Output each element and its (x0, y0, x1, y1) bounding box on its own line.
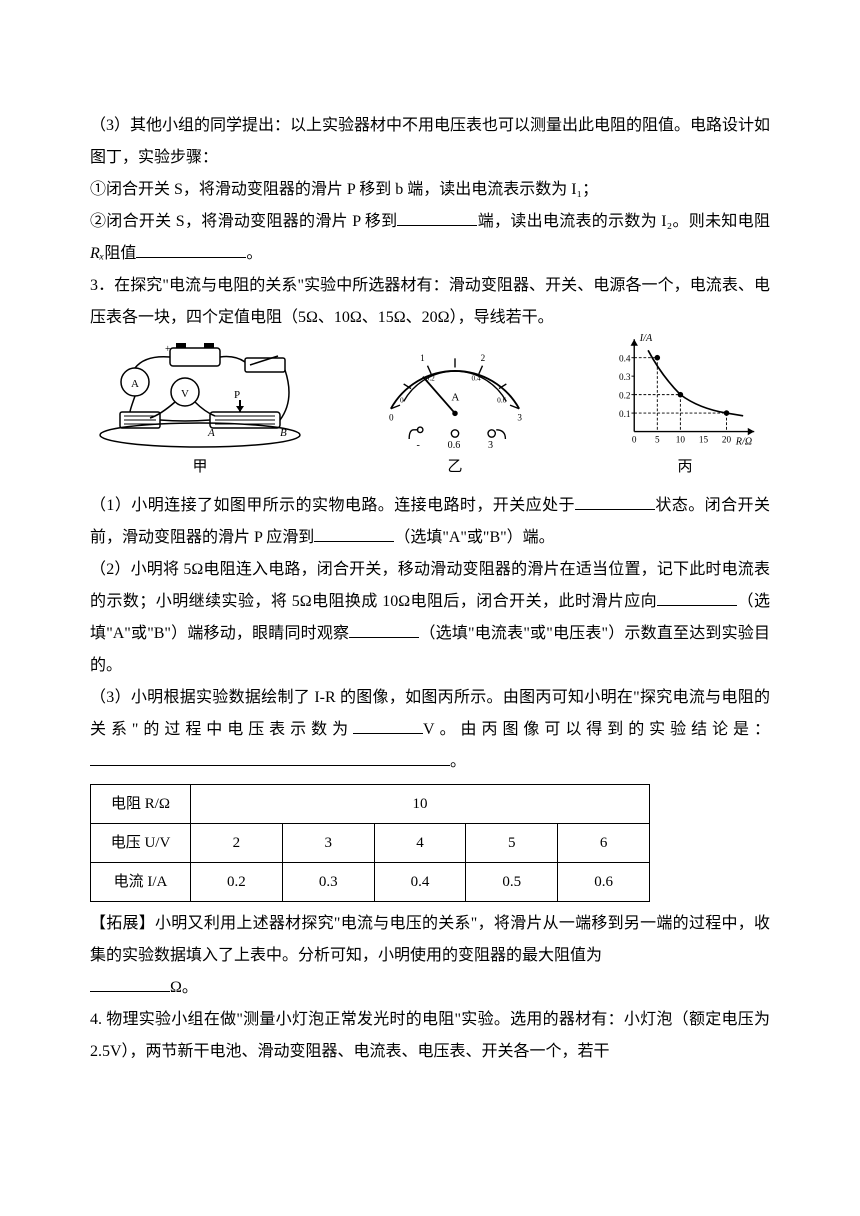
blank-q3-maxr[interactable] (90, 976, 170, 992)
cell-r-h: 电阻 R/Ω (91, 785, 191, 824)
data-table: 电阻 R/Ω 10 电压 U/V 2 3 4 5 6 电流 I/A 0.2 0.… (90, 784, 650, 902)
svg-text:I/A: I/A (639, 333, 653, 344)
blank-q3-slider[interactable] (314, 526, 394, 542)
blank-q2-rx[interactable] (136, 242, 246, 258)
figure-row: + A V P A B (90, 342, 770, 482)
blank-q3-watch[interactable] (349, 622, 419, 638)
svg-text:10: 10 (676, 435, 686, 445)
cell-i-3: 0.5 (466, 863, 558, 902)
q2-p3-intro: （3）其他小组的同学提出：以上实验器材中不用电压表也可以测量出此电阻的阻值。电路… (90, 110, 770, 174)
blank-q3-volt[interactable] (353, 718, 423, 734)
q4-intro: 4. 物理实验小组在做"测量小灯泡正常发光时的电阻"实验。选用的器材有：小灯泡（… (90, 1004, 770, 1068)
q2-step2c: 阻值 (104, 245, 136, 262)
svg-text:1: 1 (420, 353, 425, 363)
cell-u-h: 电压 U/V (91, 824, 191, 863)
svg-text:0.1: 0.1 (619, 409, 631, 419)
svg-text:0.6: 0.6 (448, 440, 461, 450)
fig-bing-label: 丙 (677, 452, 692, 482)
q3-ext-b: Ω。 (170, 979, 198, 996)
q2-step2b: 端，读出电流表的示数为 I₂。则未知电阻 (477, 213, 770, 230)
blank-q2-end[interactable] (397, 210, 477, 226)
blank-q3-conclusion[interactable] (90, 750, 450, 766)
q3-period2: 。 (450, 753, 466, 770)
q2-step2: ②闭合开关 S，将滑动变阻器的滑片 P 移到 端，读出电流表的示数为 I₂。则未知… (90, 206, 770, 270)
q3-p1a: （1）小明连接了如图甲所示的实物电路。连接电路时，开关应处于 (90, 497, 575, 514)
graph-icon: I/A R/Ω 0.1 0.2 0.3 0.4 0 5 10 15 20 (600, 330, 770, 450)
blank-q3-dir[interactable] (657, 590, 737, 606)
cell-u-0: 2 (191, 824, 283, 863)
svg-text:R/Ω: R/Ω (735, 436, 752, 447)
q3-ext-a: 【拓展】小明又利用上述器材探究"电流与电压的关系"，将滑片从一端移到另一端的过程… (90, 915, 770, 964)
svg-text:P: P (234, 389, 240, 401)
fig-jia: + A V P A B (90, 340, 310, 482)
circuit-icon: + A V P A B (90, 340, 310, 450)
svg-text:2: 2 (481, 353, 486, 363)
svg-text:0: 0 (632, 435, 637, 445)
svg-text:V: V (181, 388, 189, 400)
cell-u-4: 6 (558, 824, 650, 863)
svg-text:B: B (280, 427, 287, 439)
fig-jia-label: 甲 (192, 452, 207, 482)
cell-i-h: 电流 I/A (91, 863, 191, 902)
svg-text:0.4: 0.4 (472, 373, 481, 382)
svg-text:0.6: 0.6 (497, 395, 506, 404)
fig-yi-label: 乙 (447, 452, 462, 482)
svg-text:15: 15 (699, 435, 709, 445)
svg-text:-: - (417, 440, 420, 450)
cell-u-2: 4 (374, 824, 466, 863)
svg-text:0.2: 0.2 (619, 390, 631, 400)
svg-text:3: 3 (488, 440, 493, 450)
svg-text:+: + (165, 344, 171, 355)
q2-step2a: ②闭合开关 S，将滑动变阻器的滑片 P 移到 (90, 213, 397, 230)
svg-text:0: 0 (400, 395, 404, 404)
svg-text:A: A (207, 427, 215, 439)
svg-text:A: A (131, 378, 139, 390)
svg-text:5: 5 (655, 435, 660, 445)
q3-intro: 3．在探究"电流与电阻的关系"实验中所选器材有：滑动变阻器、开关、电源各一个，电… (90, 270, 770, 334)
q3-p2: （2）小明将 5Ω电阻连入电路，闭合开关，移动滑动变阻器的滑片在适当位置，记下此… (90, 554, 770, 682)
fig-yi: 0 1 2 3 0 0.2 0.4 0.6 A - 0.6 3 乙 (355, 340, 555, 482)
q2-step1: ①闭合开关 S，将滑动变阻器的滑片 P 移到 b 端，读出电流表示数为 I₁； (90, 174, 770, 206)
cell-u-3: 5 (466, 824, 558, 863)
cell-r-val: 10 (191, 785, 650, 824)
blank-q3-switch[interactable] (575, 494, 655, 510)
cell-i-2: 0.4 (374, 863, 466, 902)
q3-p3: （3）小明根据实验数据绘制了 I-R 的图像，如图丙所示。由图丙可知小明在"探究… (90, 682, 770, 778)
svg-text:A: A (451, 392, 459, 404)
q3-p1: （1）小明连接了如图甲所示的实物电路。连接电路时，开关应处于状态。闭合开关前，滑… (90, 490, 770, 554)
q3-p3b: V。由丙图像可以得到的实验结论是： (423, 721, 770, 738)
svg-text:20: 20 (722, 435, 732, 445)
cell-i-4: 0.6 (558, 863, 650, 902)
cell-i-0: 0.2 (191, 863, 283, 902)
cell-u-1: 3 (282, 824, 374, 863)
q3-p1c: （选填"A"或"B"）端。 (394, 529, 554, 546)
q2-rx: Rₓ (90, 245, 104, 262)
svg-text:0.4: 0.4 (619, 353, 631, 363)
q3-ext: 【拓展】小明又利用上述器材探究"电流与电压的关系"，将滑片从一端移到另一端的过程… (90, 908, 770, 1004)
fig-bing: I/A R/Ω 0.1 0.2 0.3 0.4 0 5 10 15 20 (600, 330, 770, 482)
cell-i-1: 0.3 (282, 863, 374, 902)
q2-period: 。 (246, 245, 262, 262)
svg-text:0.3: 0.3 (619, 372, 631, 382)
svg-text:0: 0 (389, 413, 394, 423)
ammeter-icon: 0 1 2 3 0 0.2 0.4 0.6 A - 0.6 3 (355, 340, 555, 450)
svg-text:3: 3 (517, 413, 522, 423)
